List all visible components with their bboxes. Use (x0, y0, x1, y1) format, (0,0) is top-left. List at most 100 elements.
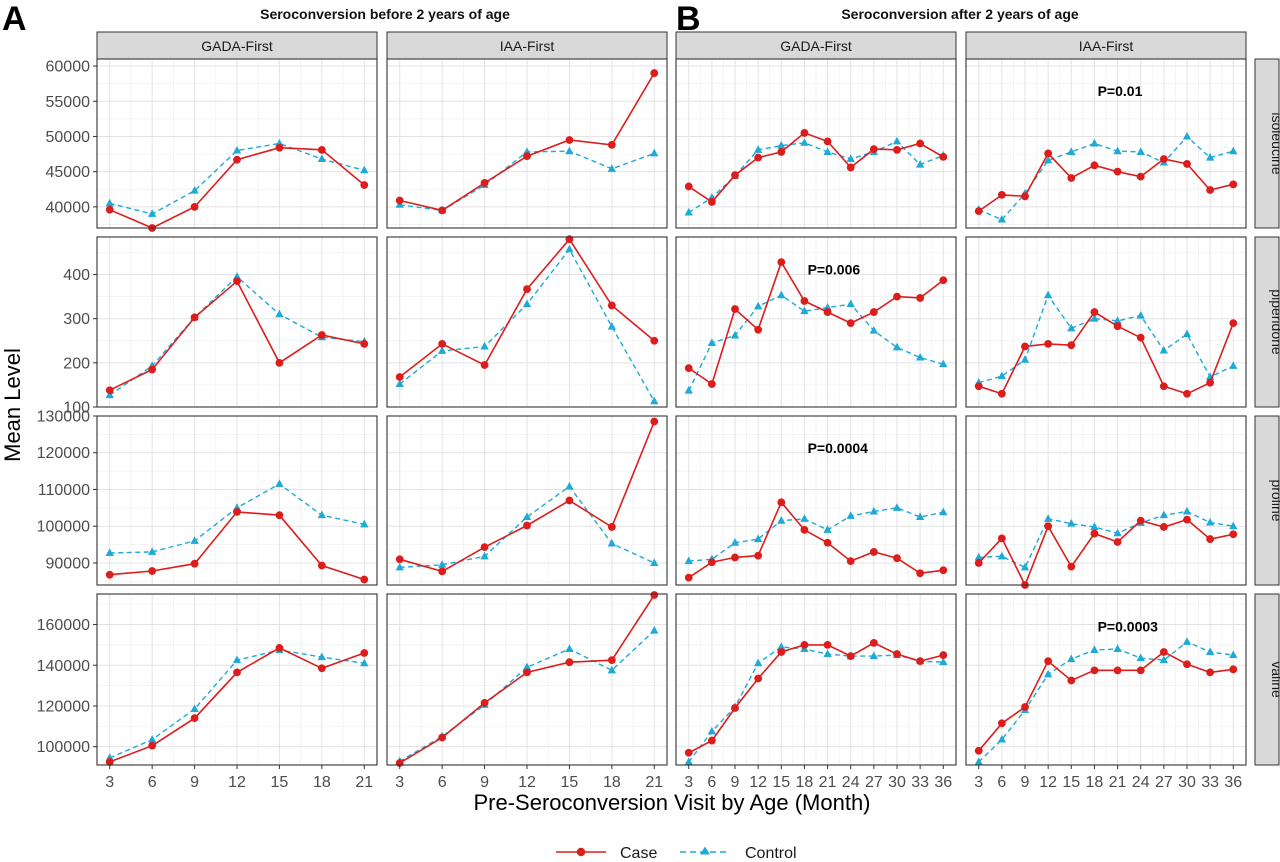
x-tick-label: 36 (934, 774, 952, 791)
column-strip-label-4: IAA-First (1079, 38, 1134, 54)
data-point-case (974, 559, 983, 567)
data-point-control (869, 651, 878, 660)
data-point-control (777, 141, 786, 149)
data-point-case (523, 521, 531, 530)
column-strip-2 (386, 31, 668, 61)
p-value-annotation: P=0.0004 (808, 440, 869, 456)
y-tick-label: 110000 (38, 482, 90, 499)
panel-r4-c1 (96, 593, 378, 766)
panel-border (965, 236, 1247, 408)
data-point-control (707, 726, 717, 735)
data-point-control (650, 396, 659, 405)
series-line-control (978, 510, 1234, 569)
data-point-control (915, 160, 925, 168)
panel-r3-c4 (965, 415, 1247, 589)
x-tick-label: 12 (1039, 774, 1057, 791)
data-point-case (1183, 389, 1191, 398)
data-point-control (997, 371, 1007, 380)
data-point-case (707, 198, 716, 206)
panel-r2-c4 (965, 236, 1247, 408)
data-point-case (148, 741, 157, 750)
legend-control-marker (700, 846, 710, 855)
data-point-case (438, 206, 447, 215)
data-point-case (1183, 515, 1191, 524)
data-point-case (105, 758, 114, 766)
data-point-case (893, 554, 901, 563)
data-point-control (232, 655, 242, 664)
data-point-case (1183, 160, 1191, 168)
data-point-control (754, 658, 763, 667)
series-line-control (688, 294, 944, 392)
x-tick-label: 18 (1086, 774, 1104, 791)
x-tick-label: 27 (865, 774, 883, 791)
data-point-case (1113, 167, 1122, 176)
data-point-control (522, 512, 532, 521)
data-point-case (800, 129, 809, 137)
data-point-control (105, 548, 114, 557)
y-tick-label: 140000 (37, 658, 90, 675)
data-point-control (1113, 146, 1122, 155)
data-point-control (1090, 138, 1099, 147)
data-point-control (754, 301, 763, 310)
data-point-case (233, 668, 241, 677)
x-tick-label: 30 (888, 774, 906, 791)
panel-r1-c3 (675, 58, 957, 229)
data-point-case (317, 561, 326, 570)
data-point-case (893, 145, 901, 154)
data-point-control (777, 516, 786, 524)
data-point-case (1206, 186, 1215, 194)
data-point-case (939, 276, 948, 285)
data-point-case (565, 496, 574, 505)
data-point-case (997, 389, 1006, 398)
data-point-control (869, 326, 878, 334)
data-point-case (275, 644, 284, 652)
p-value-annotation: P=0.0003 (1098, 619, 1159, 635)
y-tick-label: 120000 (37, 445, 90, 462)
y-tick-label: 90000 (46, 555, 91, 572)
y-tick-label: 40000 (46, 199, 91, 216)
data-point-control (1182, 637, 1192, 645)
panel-r2-c3: P=0.006 (675, 236, 957, 408)
data-point-case (523, 668, 531, 677)
x-tick-label: 18 (603, 774, 621, 791)
data-point-case (754, 325, 763, 334)
row-strip-4 (1254, 593, 1280, 766)
x-tick-label: 15 (561, 774, 579, 791)
data-point-control (974, 757, 983, 765)
data-point-case (1136, 666, 1145, 675)
data-point-control (360, 165, 369, 174)
panel-border (675, 236, 957, 408)
data-point-case (1206, 378, 1215, 387)
x-tick-label: 21 (355, 774, 373, 791)
data-point-case (1090, 161, 1099, 170)
x-tick-label: 15 (772, 774, 790, 791)
data-point-control (684, 757, 693, 765)
data-point-control (360, 658, 369, 667)
data-point-control (1205, 152, 1215, 161)
panel-border (386, 58, 668, 229)
data-point-case (233, 155, 241, 164)
data-point-control (846, 299, 855, 308)
data-point-control (522, 299, 532, 308)
series-line-case (688, 131, 944, 203)
series-line-case (978, 311, 1235, 395)
data-point-case (1183, 660, 1191, 669)
x-tick-label: 21 (1109, 774, 1127, 791)
data-point-case (684, 748, 693, 757)
series-line-control (978, 640, 1234, 763)
x-tick-label: 3 (105, 774, 114, 791)
data-point-case (480, 179, 489, 187)
data-point-control (317, 652, 326, 661)
data-point-control (800, 514, 809, 522)
p-value-annotation: P=0.01 (1098, 83, 1143, 99)
panel-r4-c4: P=0.0003 (965, 593, 1247, 766)
data-point-case (684, 182, 693, 191)
x-tick-label: 15 (1062, 774, 1080, 791)
y-tick-label: 100 (63, 400, 90, 417)
data-point-control (317, 510, 326, 519)
data-point-control (915, 352, 925, 361)
data-point-case (1044, 657, 1053, 666)
data-point-control (800, 138, 809, 146)
data-point-control (1159, 655, 1168, 664)
data-point-case (916, 569, 925, 578)
